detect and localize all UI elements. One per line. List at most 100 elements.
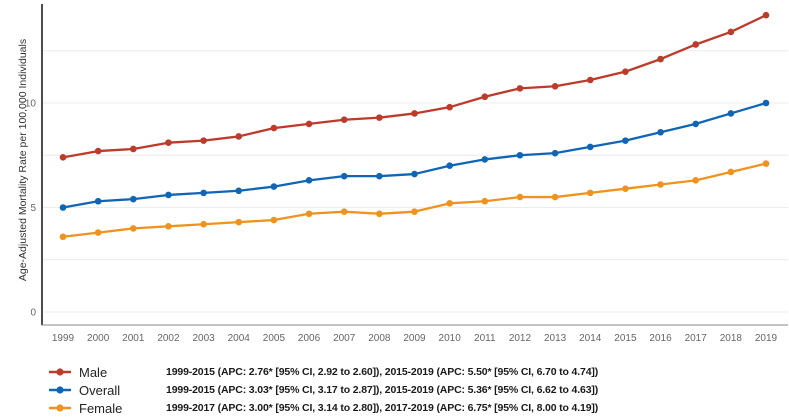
male-line-dot-marker-icon: [49, 368, 71, 376]
data-point-overall-2006: [305, 177, 313, 184]
data-point-female-2004: [235, 218, 243, 226]
x-axis-tick-label: 2010: [439, 333, 462, 344]
data-point-overall-2008: [376, 172, 383, 180]
data-point-overall-2013: [551, 149, 559, 157]
data-point-female-2003: [200, 220, 207, 228]
data-point-male-2003: [200, 137, 207, 144]
x-axis-tick-label: 2012: [509, 333, 532, 344]
data-point-overall-2001: [130, 195, 137, 203]
data-point-male-2010: [446, 103, 453, 111]
data-point-overall-2009: [411, 170, 418, 178]
female-line-dot-marker-icon: [49, 404, 71, 412]
data-point-overall-2018: [727, 110, 735, 117]
data-point-male-2016: [657, 55, 664, 63]
data-point-overall-2000: [94, 197, 102, 205]
data-point-overall-2002: [165, 191, 172, 199]
x-axis-tick-label: 2008: [368, 333, 391, 344]
data-point-female-2010: [446, 200, 453, 207]
x-axis-tick-label: 2019: [755, 333, 778, 344]
data-point-male-2017: [692, 41, 699, 48]
y-axis-tick-label: 10: [25, 99, 37, 110]
x-axis-tick-label: 2009: [403, 333, 426, 344]
data-point-female-2007: [340, 208, 348, 215]
mortality-line-chart: 0 5 10 1999 2000 2001 2002 2003 2004 2005 2006 2007…: [25, 4, 788, 344]
data-point-male-2015: [622, 68, 629, 75]
data-point-female-2012: [516, 193, 524, 201]
data-point-male-2011: [481, 93, 489, 101]
x-axis-tick-label: 2000: [87, 333, 110, 344]
y-axis-tick-label: 0: [30, 308, 36, 319]
x-axis-tick-label: 2004: [228, 333, 251, 344]
data-point-female-2018: [727, 168, 735, 176]
data-point-male-2005: [270, 124, 278, 132]
legend-apc-overall: 1999-2015 (APC: 3.03* [95% CI, 3.17 to 2…: [166, 384, 599, 396]
overall-line-dot-marker-icon: [49, 386, 71, 394]
legend-item-overall: Overall 1999-2015 (APC: 3.03* [95% CI, 3…: [0, 381, 789, 399]
x-axis-tick-label: 2015: [614, 333, 637, 344]
data-point-overall-2015: [622, 137, 629, 144]
data-point-male-2009: [411, 110, 418, 117]
legend-label-male: Male: [79, 364, 108, 380]
data-point-overall-2019: [762, 99, 770, 107]
data-point-female-2011: [481, 197, 489, 205]
x-axis-tick-label: 2016: [649, 333, 672, 344]
data-point-overall-1999: [59, 204, 67, 211]
data-point-female-2000: [94, 229, 102, 236]
data-point-male-2002: [165, 139, 172, 147]
data-point-overall-2014: [586, 143, 594, 151]
chart-legend: Male 1999-2015 (APC: 2.76* [95% CI, 2.92…: [0, 363, 789, 417]
x-axis-tick-label: 2013: [544, 333, 567, 344]
data-point-female-2017: [692, 177, 699, 184]
data-point-female-1999: [59, 233, 67, 241]
data-point-overall-2005: [270, 183, 278, 190]
data-point-overall-2007: [340, 172, 348, 180]
x-axis-tick-label: 1999: [52, 333, 75, 344]
data-point-male-2008: [376, 114, 383, 121]
data-point-overall-2017: [692, 120, 699, 128]
x-axis-tick-label: 2007: [333, 333, 356, 344]
data-point-overall-2016: [657, 128, 664, 136]
data-point-overall-2010: [446, 162, 453, 169]
data-point-male-1999: [59, 154, 67, 161]
legend-apc-male: 1999-2015 (APC: 2.76* [95% CI, 2.92 to 2…: [166, 366, 599, 378]
data-point-male-2000: [94, 147, 102, 155]
data-point-female-2002: [165, 223, 172, 230]
data-point-female-2016: [657, 181, 664, 188]
data-point-female-2001: [130, 225, 137, 232]
x-axis-tick-label: 2018: [720, 333, 743, 344]
data-point-female-2019: [762, 160, 770, 167]
data-point-male-2001: [130, 145, 137, 153]
data-point-overall-2004: [235, 187, 243, 195]
data-point-male-2013: [551, 82, 559, 90]
legend-apc-female: 1999-2017 (APC: 3.00* [95% CI, 3.14 to 2…: [166, 402, 599, 414]
x-axis-tick-label: 2006: [298, 333, 321, 344]
data-point-male-2019: [762, 11, 770, 19]
data-point-male-2018: [727, 28, 735, 36]
data-point-male-2007: [340, 116, 348, 124]
data-point-male-2004: [235, 133, 243, 140]
data-point-female-2005: [270, 216, 278, 224]
data-point-male-2014: [586, 76, 594, 84]
x-axis-tick-label: 2003: [192, 333, 215, 344]
data-point-female-2015: [622, 185, 629, 192]
x-axis-tick-label: 2005: [263, 333, 286, 344]
legend-label-female: Female: [79, 400, 123, 416]
data-point-overall-2012: [516, 151, 524, 159]
legend-item-male: Male 1999-2015 (APC: 2.76* [95% CI, 2.92…: [0, 363, 789, 381]
data-point-female-2013: [551, 193, 559, 201]
x-axis-tick-label: 2001: [122, 333, 145, 344]
data-point-female-2008: [376, 210, 383, 218]
legend-item-female: Female 1999-2017 (APC: 3.00* [95% CI, 3.…: [0, 399, 789, 417]
data-point-male-2012: [516, 85, 524, 92]
y-axis-tick-label: 5: [30, 203, 36, 214]
data-point-female-2014: [586, 189, 594, 197]
x-axis-tick-label: 2011: [474, 333, 496, 344]
data-point-female-2009: [411, 208, 418, 215]
data-point-female-2006: [305, 210, 313, 218]
x-axis-tick-label: 2002: [157, 333, 180, 344]
x-axis-tick-label: 2017: [685, 333, 708, 344]
legend-label-overall: Overall: [79, 382, 121, 398]
series-line-male: [61, 14, 768, 159]
data-point-male-2006: [305, 120, 313, 128]
x-axis-tick-label: 2014: [579, 333, 602, 344]
